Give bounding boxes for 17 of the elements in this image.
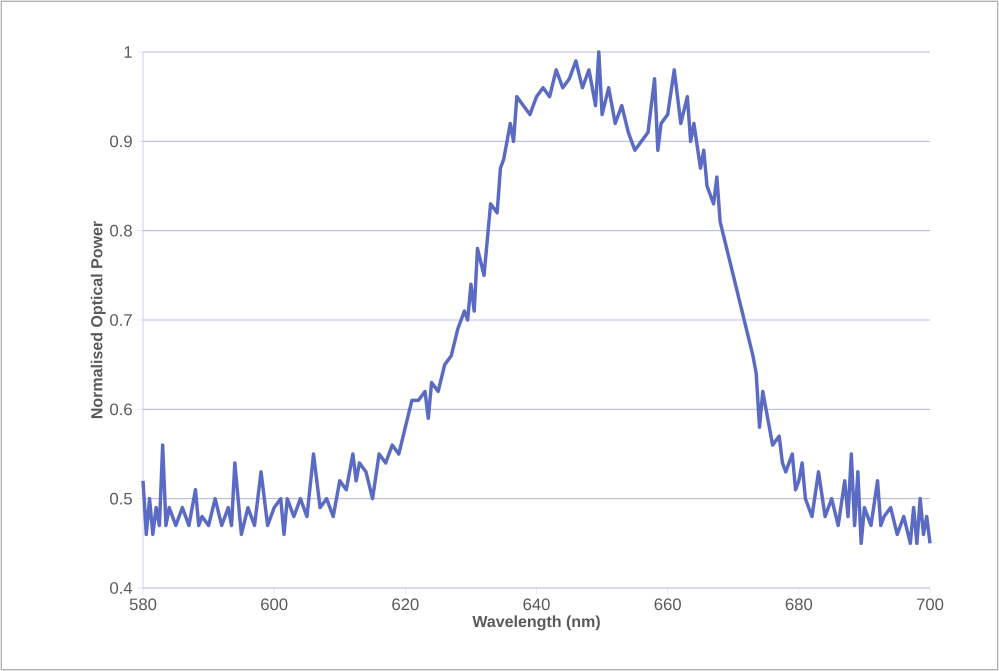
y-tick-label: 0.8 bbox=[110, 224, 132, 237]
line-series bbox=[141, 50, 932, 546]
x-tick-label: 660 bbox=[654, 598, 681, 610]
y-tick-label: 0.9 bbox=[110, 135, 132, 148]
x-tick-label: 580 bbox=[130, 598, 156, 610]
x-tick-label: 680 bbox=[786, 598, 812, 610]
y-tick-label: 0.4 bbox=[110, 582, 132, 594]
y-tick-label: 1 bbox=[124, 46, 132, 58]
y-axis-title: Normalised Optical Power bbox=[90, 221, 106, 418]
y-tick-label: 0.7 bbox=[110, 314, 132, 326]
y-tick-label: 0.5 bbox=[110, 492, 132, 505]
x-tick-label: 640 bbox=[523, 598, 550, 610]
x-tick-label: 600 bbox=[261, 598, 288, 610]
x-axis-title: Wavelength (nm) bbox=[472, 615, 600, 630]
x-tick-label: 620 bbox=[392, 598, 419, 610]
x-tick-label: 700 bbox=[916, 598, 944, 610]
y-tick-label: 0.6 bbox=[110, 403, 132, 416]
